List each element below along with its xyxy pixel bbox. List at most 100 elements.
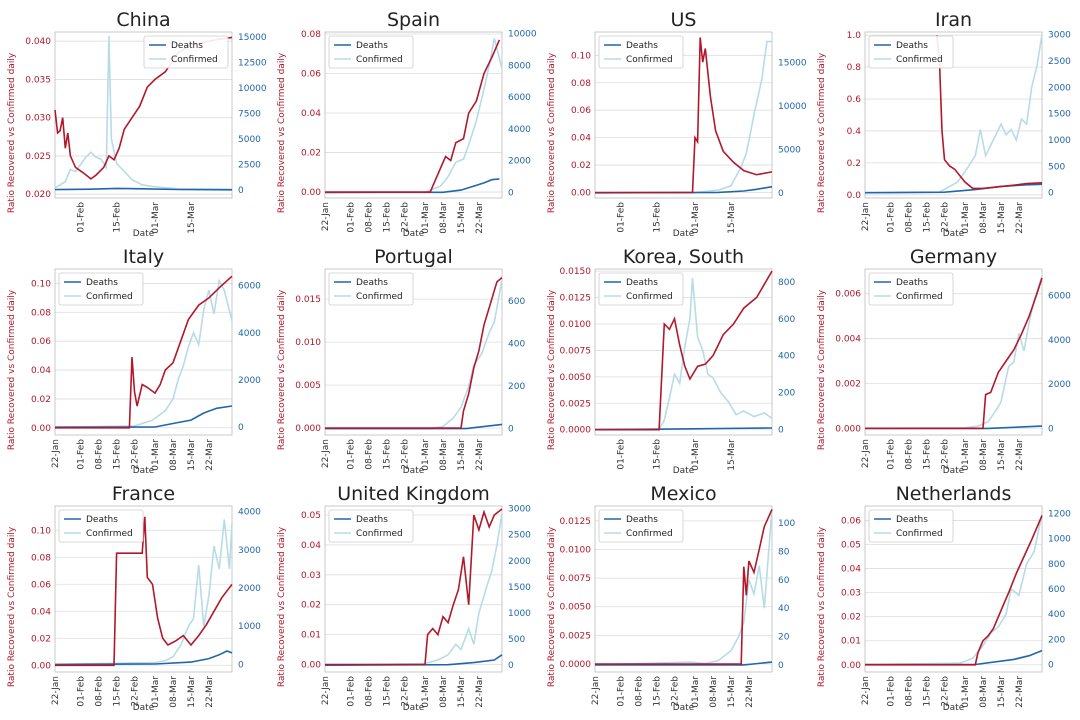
right-tick-label: 40 [778,604,790,614]
x-tick-label: 22-Jan [321,202,331,231]
y-axis-label: Ratio Recovered vs Confirmed daily [547,526,557,687]
left-tick-label: 0.015 [295,295,321,305]
x-tick-label: 22-Jan [861,202,871,231]
chart-svg: US 0.00 0.02 0.04 0.06 0.08 0.10 0 5000 10000 1500… [547,9,807,239]
right-tick-label: 2000 [1048,83,1071,93]
x-tick-label: 01-Feb [887,676,897,707]
legend: Deaths Confirmed [143,35,229,69]
y-axis-label: Ratio Recovered vs Confirmed daily [7,526,17,687]
chart-title: Germany [910,246,997,268]
legend-label: Deaths [896,41,928,51]
legend-label: Confirmed [356,529,403,539]
chart-svg: United Kingdom 0.00 0.01 0.02 0.03 0.04 0.05 0 5… [277,483,531,713]
series-ratio-line [325,276,503,429]
left-tick-label: 0.040 [25,37,51,47]
plot-frame [864,505,1043,673]
x-tick-label: 22-Jan [861,676,871,705]
left-tick-label: 0.00 [31,424,51,434]
chart-title: Korea, South [623,246,744,268]
series-ratio-line [865,515,1043,666]
right-tick-label: 1000 [1048,535,1071,545]
x-tick-label: 15-Feb [113,202,123,233]
right-tick-label: 5000 [238,135,261,145]
x-tick-label: 22-Mar [475,439,485,471]
left-tick-label: 0.0125 [560,517,592,527]
series-ratio-line [55,516,233,667]
x-tick-label: 01-Feb [617,676,627,707]
right-tick-label: 8000 [508,61,531,71]
legend: Deaths Confirmed [58,272,144,306]
plot-frame [864,268,1043,436]
left-tick-label: 0.08 [31,308,51,318]
left-tick-label: 0.06 [301,70,321,80]
left-tick-label: 0.00 [31,661,51,671]
left-tick-label: 0.02 [841,613,861,623]
legend-label: Confirmed [626,292,673,302]
chart-panel: Italy 0.00 0.02 0.04 0.06 0.08 0.10 0 2000 4000 60… [0,237,270,477]
right-tick-label: 4000 [1048,336,1071,346]
left-tick-label: 0.03 [841,589,861,599]
right-tick-label: 2500 [1048,57,1071,67]
left-tick-label: 0.002 [835,379,861,389]
x-tick-label: 15-Feb [113,439,123,470]
chart-panel: France 0.00 0.02 0.04 0.06 0.08 0.10 0 1000 2000 3… [0,474,270,714]
legend-label: Confirmed [356,55,403,65]
legend-label: Confirmed [896,55,943,65]
x-tick-label: 01-Feb [77,202,87,233]
x-axis-label: Date [403,466,425,476]
right-tick-label: 60 [778,576,790,586]
right-tick-label: 1200 [1048,510,1071,520]
x-tick-label: 22-Mar [205,676,215,708]
right-tick-label: 400 [778,352,795,362]
left-tick-label: 0.020 [25,190,51,200]
chart-title: Netherlands [896,483,1012,505]
x-tick-label: 15-Feb [923,439,933,470]
legend: Deaths Confirmed [328,35,414,69]
right-tick-label: 6000 [238,282,261,292]
x-axis-label: Date [403,703,425,713]
legend: Deaths Confirmed [598,35,684,69]
x-tick-label: 22-Mar [205,439,215,471]
x-tick-label: 01-Feb [77,439,87,470]
legend-label: Deaths [356,515,388,525]
left-tick-label: 0.0050 [560,373,592,383]
x-tick-label: 22-Mar [1015,439,1025,471]
x-tick-label: 01-Mar [961,439,971,471]
right-tick-label: 3000 [508,505,531,515]
right-tick-label: 600 [778,315,795,325]
right-tick-label: 0 [238,423,244,433]
x-tick-label: 22-Jan [51,676,61,705]
legend: Deaths Confirmed [598,272,684,306]
x-tick-label: 15-Feb [383,439,393,470]
x-tick-label: 15-Mar [727,202,737,234]
y-axis-label: Ratio Recovered vs Confirmed daily [7,52,17,213]
right-tick-label: 1000 [238,622,261,632]
x-tick-label: 15-Mar [457,676,467,708]
left-tick-label: 0.025 [25,152,51,162]
right-tick-label: 400 [508,339,525,349]
x-tick-label: 01-Feb [617,439,627,470]
right-tick-label: 4000 [238,508,261,518]
left-tick-label: 0.006 [835,290,861,300]
x-tick-label: 01-Feb [887,439,897,470]
legend: Deaths Confirmed [598,509,684,543]
chart-panel: United Kingdom 0.00 0.01 0.02 0.03 0.04 0.05 0 5… [270,474,540,714]
left-tick-label: 0.10 [571,51,591,61]
chart-panel: US 0.00 0.02 0.04 0.06 0.08 0.10 0 5000 10000 1500… [540,0,810,240]
right-tick-label: 0 [1048,660,1054,670]
y-axis-label: Ratio Recovered vs Confirmed daily [817,289,827,450]
x-tick-label: 15-Feb [383,676,393,707]
x-tick-label: 01-Feb [347,676,357,707]
chart-panel: Korea, South 0.0000 0.0025 0.0050 0.0075 0.01… [540,237,810,477]
left-tick-label: 0.0000 [560,426,592,436]
x-tick-label: 22-Feb [401,202,411,233]
x-tick-label: 08-Feb [365,676,375,707]
series-deaths-line [54,405,233,428]
legend: Deaths Confirmed [868,272,954,306]
legend-label: Confirmed [356,292,403,302]
right-tick-label: 5000 [778,145,801,155]
right-tick-label: 0 [508,425,514,435]
x-axis-label: Date [133,229,155,239]
left-tick-label: 0.0075 [560,346,592,356]
